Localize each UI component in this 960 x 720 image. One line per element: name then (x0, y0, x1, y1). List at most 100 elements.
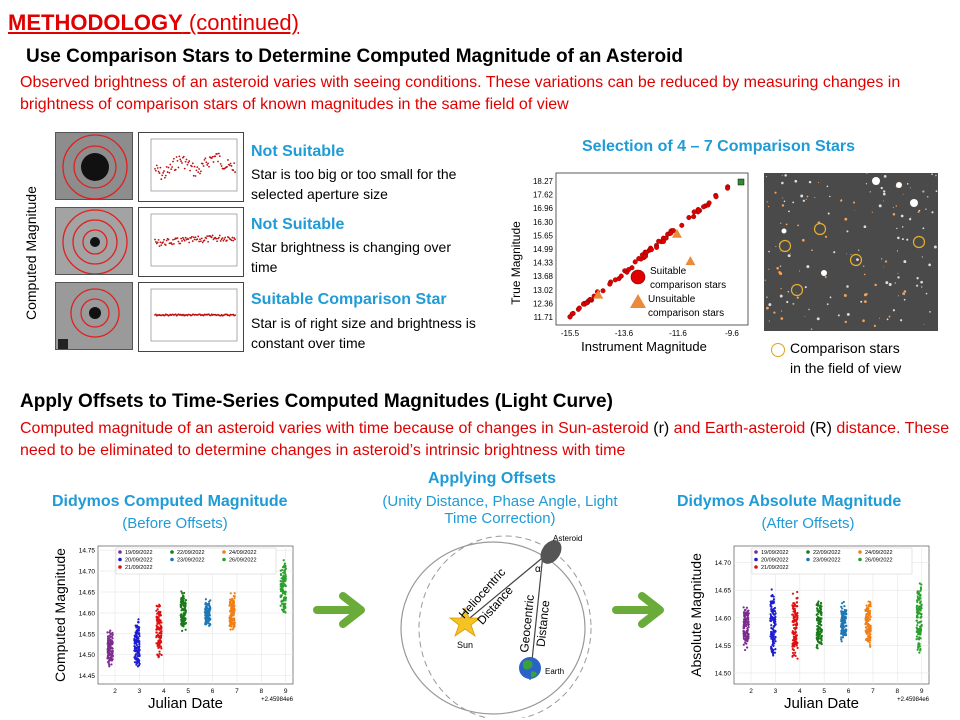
section2-heading: Apply Offsets to Time-Series Computed Ma… (20, 391, 613, 412)
mini-point (177, 240, 180, 243)
mini-point (161, 174, 164, 177)
data-point (279, 594, 282, 597)
data-point (771, 632, 774, 635)
item3-desc: Star is of right size and brightness is … (251, 315, 476, 351)
data-point (770, 605, 773, 608)
data-point (281, 580, 284, 583)
data-point (207, 603, 210, 607)
data-point (181, 592, 184, 595)
data-point (106, 651, 109, 654)
data-point (817, 622, 820, 625)
data-point (160, 647, 163, 650)
data-point (138, 643, 141, 646)
page-title: METHODOLOGY (continued) (8, 10, 299, 35)
data-point (231, 628, 234, 631)
mini-point (167, 238, 170, 241)
data-point (770, 646, 773, 650)
data-point (915, 611, 919, 614)
fov-comparison-circle (849, 253, 863, 267)
fov-star (846, 230, 849, 233)
arrow-right-icon (313, 590, 373, 635)
item1-desc: Star is too big or too small for the sel… (251, 166, 457, 202)
fov-star (779, 250, 781, 252)
mini-point (156, 241, 159, 244)
data-point (840, 640, 843, 643)
data-point (770, 595, 774, 598)
data-point (867, 634, 870, 637)
fov-star (908, 218, 912, 221)
data-point (232, 600, 236, 603)
fov-star (881, 258, 883, 260)
data-point (204, 598, 207, 601)
fov-star (826, 185, 829, 188)
calib-point (584, 300, 590, 306)
data-point (792, 607, 795, 610)
data-point (795, 605, 798, 608)
data-point (916, 621, 919, 624)
data-point (158, 622, 161, 625)
data-point (205, 621, 208, 624)
mini-point (187, 161, 190, 164)
fov-star (880, 186, 883, 190)
data-point (840, 605, 843, 608)
data-point (917, 633, 920, 636)
calib-ytick: 17.62 (533, 191, 554, 200)
mini-point (203, 239, 206, 242)
item3-title: Suitable Comparison Star (251, 291, 447, 308)
fov-star (892, 309, 895, 312)
data-point (279, 580, 282, 583)
fov-star (786, 300, 789, 304)
mini-point (178, 155, 181, 158)
calib-point (643, 253, 649, 259)
data-point (869, 645, 872, 648)
data-point (158, 632, 161, 635)
legend-label: 20/09/2022 (761, 558, 789, 564)
data-point (865, 620, 868, 623)
fov-star (900, 214, 904, 218)
data-point (233, 607, 236, 611)
data-point (746, 640, 749, 643)
data-point (157, 626, 160, 629)
data-point (864, 629, 867, 632)
data-point (283, 610, 286, 613)
mini-point (172, 238, 174, 241)
mini-point (211, 155, 214, 158)
x-tick-label: 2 (749, 688, 753, 695)
data-point (179, 604, 182, 607)
data-point (138, 635, 141, 638)
data-point (918, 642, 921, 646)
fov-star (787, 254, 791, 258)
fov-star (767, 205, 770, 208)
data-point (867, 630, 870, 634)
data-point (842, 618, 845, 621)
mini-point (218, 152, 220, 155)
before-title: Didymos Computed Magnitude (52, 493, 288, 510)
data-point (773, 606, 777, 610)
data-point (109, 629, 112, 632)
data-point (229, 600, 232, 604)
legend-label: 24/09/2022 (229, 550, 257, 556)
data-point (109, 656, 112, 659)
data-point (157, 636, 160, 639)
data-point (815, 633, 818, 637)
data-point (207, 619, 210, 623)
data-point (230, 599, 233, 602)
data-point (156, 608, 159, 611)
fov-star (865, 292, 868, 296)
mini-point (212, 161, 215, 163)
legend-marker (170, 550, 174, 554)
mini-point (174, 168, 177, 171)
data-point (774, 618, 777, 621)
data-point (133, 649, 136, 652)
data-point (772, 635, 775, 638)
data-point (919, 602, 922, 605)
data-point (769, 613, 772, 616)
data-point (817, 637, 820, 640)
sun-icon (448, 606, 482, 638)
mini-point (217, 160, 219, 163)
data-point (774, 630, 777, 633)
legend-label: 19/09/2022 (761, 550, 789, 556)
data-point (772, 600, 775, 603)
mini-point (173, 243, 175, 245)
data-point (747, 635, 750, 638)
